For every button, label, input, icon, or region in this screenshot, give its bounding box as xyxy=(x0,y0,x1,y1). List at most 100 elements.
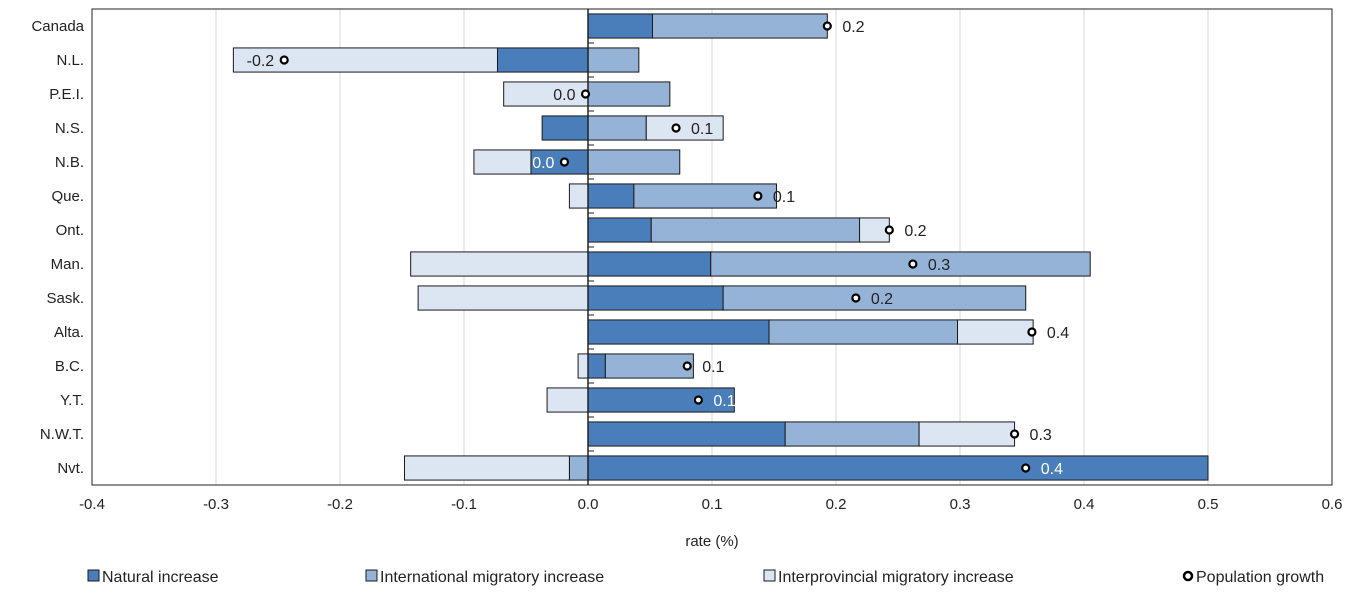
population-growth-point xyxy=(753,191,763,201)
plot-area-frame xyxy=(91,8,1333,486)
bar-segment xyxy=(496,47,589,73)
bar-segment xyxy=(710,251,1091,277)
bar-segment xyxy=(587,421,786,447)
data-labels: 0.2-0.20.00.10.00.10.20.30.20.40.10.10.3… xyxy=(247,19,1070,478)
x-tick-label: 0.0 xyxy=(578,496,599,513)
bar-segment xyxy=(232,47,498,73)
bar-segment xyxy=(568,183,589,209)
bar-segment xyxy=(546,387,589,413)
x-tick-label: 0.4 xyxy=(1074,496,1095,513)
bar-segment xyxy=(859,217,890,243)
bars xyxy=(232,13,1209,481)
population-growth-label: 0.1 xyxy=(773,189,795,206)
legend: Natural increase International migratory … xyxy=(87,569,1324,586)
category-label: Ont. xyxy=(56,222,84,239)
population-growth-label: 0.4 xyxy=(1047,325,1069,342)
bar-segment xyxy=(587,353,606,379)
population-growth-point xyxy=(884,225,894,235)
population-growth-point xyxy=(671,123,681,133)
bar-segment xyxy=(722,285,1027,311)
population-growth-label: 0.2 xyxy=(904,223,926,240)
bar-segment xyxy=(784,421,920,447)
bar-segment xyxy=(587,251,712,277)
population-growth-label: -0.2 xyxy=(247,53,275,70)
bar-segment xyxy=(645,115,724,141)
x-tick-label: -0.4 xyxy=(79,496,105,513)
population-growth-point xyxy=(1009,429,1020,439)
population-growth-point xyxy=(559,157,570,167)
bar-segment xyxy=(568,455,589,481)
population-growth-label: 0.1 xyxy=(691,121,713,138)
bar-segment xyxy=(587,13,653,39)
category-label: N.W.T. xyxy=(40,426,84,443)
population-growth-point xyxy=(682,361,692,371)
population-growth-point xyxy=(908,259,918,269)
bar-segment xyxy=(651,13,828,39)
x-tick-label: 0.1 xyxy=(702,496,723,513)
category-label: Que. xyxy=(51,188,84,205)
bar-segment xyxy=(587,285,724,311)
bar-segment xyxy=(768,319,959,345)
population-growth-points xyxy=(279,21,1037,473)
population-growth-label: 0.1 xyxy=(713,393,735,410)
bar-segment xyxy=(417,285,589,311)
bar-segment xyxy=(587,81,671,107)
bar-segment xyxy=(503,81,589,107)
legend-swatch xyxy=(365,569,378,582)
legend-label: Interprovincial migratory increase xyxy=(778,569,1014,586)
x-tick-label: -0.2 xyxy=(327,496,353,513)
category-label: N.L. xyxy=(56,52,84,69)
bar-segment xyxy=(403,455,570,481)
bar-segment xyxy=(650,217,861,243)
population-growth-label: 0.0 xyxy=(532,155,554,172)
legend-swatch xyxy=(87,569,100,582)
bar-segment xyxy=(587,387,735,413)
population-growth-point xyxy=(580,89,591,99)
zero-axis xyxy=(587,9,594,485)
bar-segment xyxy=(410,251,589,277)
category-label: Nvt. xyxy=(57,460,84,477)
legend-swatch xyxy=(763,569,776,582)
category-label: N.S. xyxy=(55,120,84,137)
population-growth-point xyxy=(851,293,861,303)
bar-segment xyxy=(587,183,635,209)
bar-segment xyxy=(587,149,681,175)
bar-segment xyxy=(473,149,532,175)
bar-segment xyxy=(957,319,1034,345)
population-growth-label: 0.3 xyxy=(928,257,950,274)
population-growth-point xyxy=(1021,463,1031,473)
x-tick-label: -0.1 xyxy=(451,496,477,513)
legend-label: International migratory increase xyxy=(380,569,604,586)
x-tick-labels: -0.4 -0.3 -0.2 -0.1 0.0 0.1 0.2 0.3 0.4 0.5 0.6 xyxy=(79,496,1342,513)
legend-label: Natural increase xyxy=(102,569,219,586)
legend-label: Population growth xyxy=(1196,569,1324,586)
bar-segment xyxy=(541,115,589,141)
category-label: Canada xyxy=(31,18,84,35)
category-label: Sask. xyxy=(46,290,84,307)
legend-marker xyxy=(1182,570,1194,582)
x-tick-label: 0.6 xyxy=(1322,496,1343,513)
population-growth-label: 0.2 xyxy=(842,19,864,36)
category-label: B.C. xyxy=(55,358,84,375)
x-tick-label: -0.3 xyxy=(203,496,229,513)
bar-segment xyxy=(633,183,777,209)
category-label: Man. xyxy=(51,256,84,273)
population-growth-point xyxy=(1027,327,1037,337)
population-growth-point xyxy=(693,395,703,405)
x-axis-title: rate (%) xyxy=(685,533,738,550)
x-tick-label: 0.2 xyxy=(826,496,847,513)
category-label: Alta. xyxy=(54,324,84,341)
category-label: P.E.I. xyxy=(49,86,84,103)
population-growth-point xyxy=(822,21,832,31)
gridlines xyxy=(215,9,1209,485)
bar-segment xyxy=(530,149,589,175)
population-growth-label: 0.1 xyxy=(702,359,724,376)
bar-segment xyxy=(587,319,770,345)
bar-segment xyxy=(587,115,647,141)
category-label: N.B. xyxy=(55,154,84,171)
x-tick-label: 0.3 xyxy=(950,496,971,513)
category-labels: Canada N.L. P.E.I. N.S. N.B. Que. Ont. Man. Sask… xyxy=(31,18,84,477)
population-growth-label: 0.2 xyxy=(871,291,893,308)
population-growth-point xyxy=(279,55,289,65)
